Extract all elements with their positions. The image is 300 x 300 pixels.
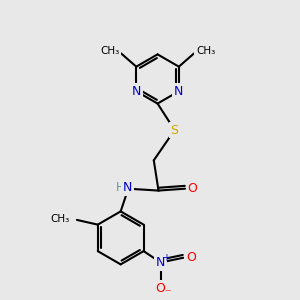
Text: N: N (156, 256, 165, 269)
Text: CH₃: CH₃ (196, 46, 215, 56)
Text: O: O (156, 281, 166, 295)
Text: N: N (132, 85, 141, 98)
Text: CH₃: CH₃ (50, 214, 69, 224)
Text: O: O (188, 182, 197, 195)
Text: H: H (116, 181, 125, 194)
Text: N: N (174, 85, 184, 98)
Text: +: + (162, 253, 170, 263)
Text: CH₃: CH₃ (100, 46, 119, 56)
Text: S: S (171, 124, 178, 136)
Text: ⁻: ⁻ (164, 287, 171, 300)
Text: N: N (123, 181, 132, 194)
Text: O: O (186, 251, 196, 264)
